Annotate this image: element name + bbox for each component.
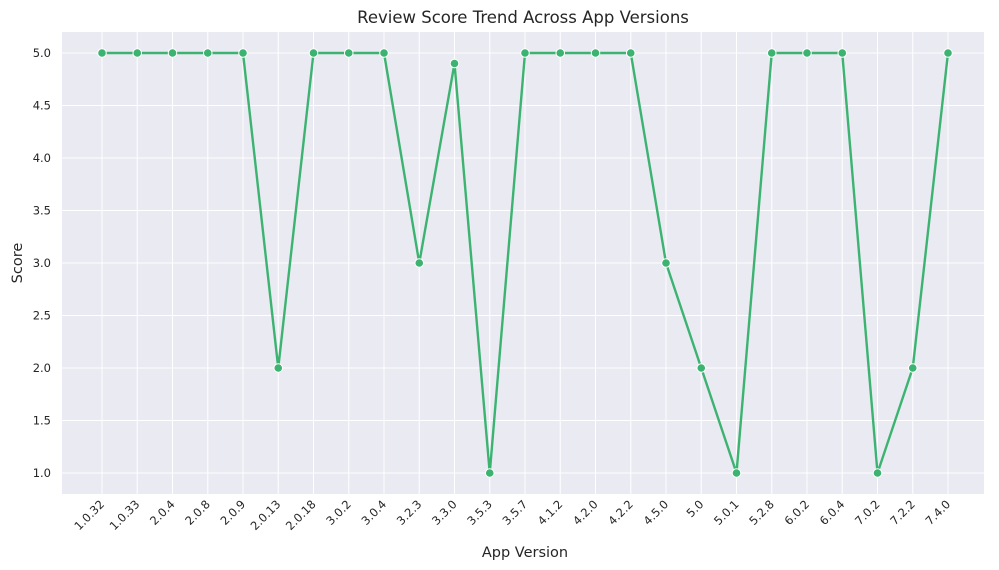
- x-tick-label: 1.0.32: [71, 497, 107, 533]
- x-tick-label: 4.5.0: [641, 497, 672, 528]
- data-point: [625, 48, 636, 58]
- y-tick-label: 4.0: [33, 151, 51, 165]
- x-tick-label: 2.0.13: [248, 497, 284, 533]
- x-tick-label: 2.0.9: [218, 497, 249, 528]
- x-tick-label: 2.0.8: [182, 497, 213, 528]
- x-tick-label: 5.0: [684, 497, 707, 520]
- x-tick-label: 7.4.0: [923, 497, 954, 528]
- x-tick-label: 3.5.3: [464, 497, 495, 528]
- chart-title: Review Score Trend Across App Versions: [357, 8, 689, 27]
- y-axis-label: Score: [10, 243, 26, 284]
- data-point: [731, 468, 742, 478]
- x-axis-label: App Version: [482, 545, 568, 561]
- data-point: [590, 48, 601, 58]
- x-tick-label: 2.0.4: [147, 497, 178, 528]
- y-tick-label: 2.5: [33, 309, 51, 323]
- data-point: [907, 363, 918, 373]
- x-tick-label: 7.0.2: [852, 497, 883, 528]
- x-tick-label: 5.0.1: [711, 497, 742, 528]
- x-tick-label: 3.0.4: [359, 497, 390, 528]
- x-tick-label: 6.0.4: [817, 497, 848, 528]
- data-point: [414, 258, 425, 268]
- data-point: [661, 258, 671, 268]
- y-tick-label: 5.0: [33, 46, 51, 60]
- y-tick-label: 3.0: [33, 256, 51, 270]
- data-point: [273, 363, 284, 373]
- x-tick-label: 1.0.33: [107, 497, 143, 533]
- data-point: [520, 48, 530, 58]
- data-point: [766, 48, 777, 58]
- data-point: [872, 468, 883, 478]
- data-points: [97, 48, 953, 478]
- y-tick-label: 3.5: [33, 204, 51, 218]
- data-point: [132, 48, 143, 58]
- data-point: [308, 48, 319, 58]
- y-tick-label: 4.5: [33, 99, 51, 113]
- x-ticks: 1.0.32 1.0.33 2.0.4 2.0.8 2.0.9 2.0.13 2.0.18 3…: [71, 497, 953, 533]
- data-point: [837, 48, 848, 58]
- x-tick-label: 3.2.3: [394, 497, 425, 528]
- x-tick-label: 2.0.18: [283, 497, 319, 533]
- y-tick-label: 1.5: [33, 414, 51, 428]
- data-point: [802, 48, 812, 58]
- data-point: [202, 48, 213, 58]
- y-ticks: 1.0 1.5 2.0 2.5 3.0 3.5 4.0 4.5 5.0: [33, 46, 51, 480]
- x-tick-label: 4.2.2: [605, 497, 636, 528]
- x-tick-label: 4.2.0: [570, 497, 601, 528]
- x-tick-label: 6.0.2: [782, 497, 813, 528]
- data-point: [696, 363, 707, 373]
- x-tick-label: 5.2.8: [746, 497, 777, 528]
- y-tick-label: 1.0: [33, 466, 51, 480]
- x-tick-label: 3.0.2: [323, 497, 354, 528]
- data-point: [449, 58, 460, 69]
- x-tick-label: 3.3.0: [429, 497, 460, 528]
- data-point: [379, 48, 389, 58]
- data-point: [484, 468, 495, 478]
- data-point: [343, 48, 354, 58]
- y-tick-label: 2.0: [33, 361, 51, 375]
- data-point: [943, 48, 953, 58]
- data-point: [97, 48, 107, 58]
- x-tick-label: 7.2.2: [887, 497, 918, 528]
- data-point: [167, 48, 178, 58]
- data-point: [238, 48, 248, 58]
- x-tick-label: 3.5.7: [500, 497, 531, 528]
- data-point: [555, 48, 566, 58]
- x-tick-label: 4.1.2: [535, 497, 566, 528]
